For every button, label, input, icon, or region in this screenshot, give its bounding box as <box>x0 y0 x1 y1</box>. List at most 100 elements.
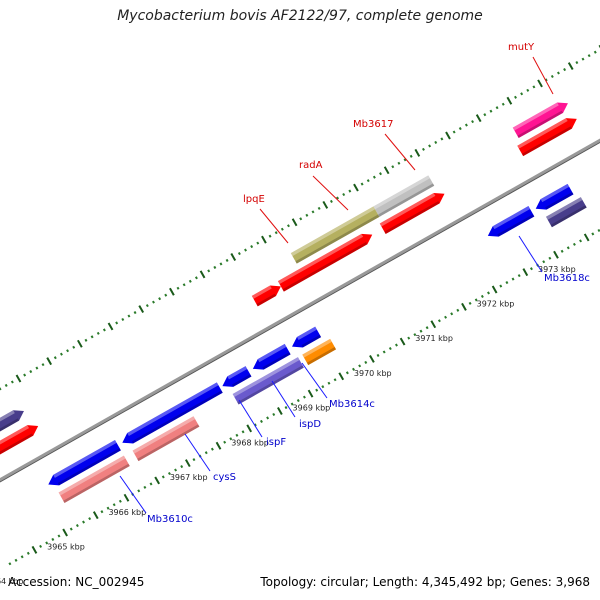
top-tick-rail-mark <box>550 74 554 79</box>
bottom-tick-rail-mark <box>529 267 533 271</box>
feature-shadow <box>301 334 322 348</box>
feature-shadow <box>306 347 337 366</box>
gene-block-reverse-blue <box>292 326 322 348</box>
bottom-tick-rail-mark <box>204 451 208 455</box>
feature-highlight <box>379 192 436 227</box>
accession-text: Accession: NC_002945 <box>8 575 145 589</box>
bottom-tick-rail-mark <box>229 437 233 441</box>
top-tick-rail-mark <box>169 287 175 296</box>
bottom-tick-rail-mark <box>333 378 337 382</box>
feature-body <box>251 285 281 307</box>
top-tick-rail-mark <box>274 231 278 235</box>
feature-body <box>379 192 445 234</box>
top-tick-rail-mark <box>35 366 39 370</box>
feature-highlight <box>290 206 376 257</box>
bottom-tick-rail-mark <box>321 385 325 389</box>
top-tick-rail-mark <box>532 85 536 89</box>
bottom-tick-rail-mark <box>553 250 559 259</box>
feature-body <box>535 183 574 210</box>
top-tick-rail-mark <box>29 370 33 374</box>
gene-label-Mb3617: Mb3617 <box>353 119 393 130</box>
gene-label-leader <box>184 433 211 472</box>
bottom-tick-rail-mark <box>277 407 283 415</box>
gene-block-forward-navy <box>0 410 24 432</box>
feature-highlight <box>0 425 30 445</box>
kbp-tick-label: 3969 kbp <box>293 404 331 413</box>
gene-label-lpqE: lpqE <box>243 194 265 205</box>
gene-label-ispF: ispF <box>266 437 286 448</box>
top-tick-rail-mark <box>207 269 211 273</box>
top-tick-rail-mark <box>458 127 462 131</box>
kbp-tick-label: 3967 kbp <box>170 473 208 482</box>
gene-label-cysS: cysS <box>213 472 236 483</box>
feature-highlight <box>127 382 219 436</box>
gene-block-reverse-blue <box>122 382 223 444</box>
top-tick-rail-mark <box>587 54 591 58</box>
feature-highlight <box>492 206 531 230</box>
top-tick-rail-mark <box>133 311 137 315</box>
top-tick-rail-mark <box>41 363 45 367</box>
gene-block-silver <box>373 175 435 217</box>
bottom-tick-rail-mark <box>69 527 73 531</box>
bottom-tick-rail-mark <box>505 281 509 285</box>
feature-body <box>232 357 304 405</box>
top-tick-rail-mark <box>66 349 70 353</box>
bottom-tick-rail-mark <box>307 389 314 398</box>
feature-body <box>517 118 577 157</box>
top-tick-rail-mark <box>434 140 438 144</box>
top-tick-rail-mark <box>46 357 53 366</box>
gene-block-cysS-pink <box>132 416 200 462</box>
top-tick-rail-mark <box>501 102 505 106</box>
top-tick-rail-mark <box>158 297 162 301</box>
feature-shadow <box>256 293 276 307</box>
bottom-tick-rail-mark <box>517 274 521 278</box>
top-tick-rail-mark <box>10 380 14 384</box>
bottom-tick-rail-mark <box>583 233 590 242</box>
feature-body <box>487 206 535 237</box>
gene-label-leader <box>518 235 543 273</box>
top-tick-rail-mark <box>379 172 382 176</box>
top-tick-rail-mark <box>397 161 401 165</box>
feature-highlight <box>540 183 570 203</box>
gene-block-ispD-orange <box>302 338 337 366</box>
gene-label-ispD: ispD <box>299 419 321 430</box>
bottom-tick-rail-mark <box>579 239 583 243</box>
top-tick-rail-mark <box>452 130 456 134</box>
gene-block-reverse-navy <box>545 197 587 228</box>
bottom-tick-rail-mark <box>284 405 288 410</box>
bottom-tick-rail-mark <box>461 302 467 311</box>
feature-shadow <box>384 201 440 234</box>
top-tick-rail-mark <box>188 279 192 283</box>
feature-body <box>277 233 373 292</box>
feature-shadow <box>0 433 34 455</box>
backbone-layer <box>0 138 600 483</box>
top-tick-rail-mark <box>299 217 303 221</box>
kbp-tick-label: 3964 kbp <box>0 577 23 586</box>
top-tick-rail-mark <box>495 106 499 110</box>
top-tick-rail-mark <box>317 206 321 210</box>
bottom-tick-rail-mark <box>358 364 362 368</box>
feature-highlight <box>302 338 332 358</box>
feature-shadow <box>378 183 435 217</box>
top-tick-rail-mark <box>526 88 530 92</box>
top-tick-rail-mark <box>342 192 346 197</box>
top-tick-rail-mark <box>520 92 524 96</box>
feature-highlight <box>232 357 300 397</box>
tick-layer <box>0 44 600 566</box>
gene-block-ispF-lavender <box>232 357 304 405</box>
bottom-tick-rail-mark <box>597 228 600 233</box>
feature-body <box>545 197 587 228</box>
bottom-tick-rail-mark <box>192 458 196 462</box>
bottom-tick-rail-mark <box>376 353 380 357</box>
bottom-tick-rail-mark <box>31 545 38 554</box>
bottom-tick-rail-mark <box>154 476 160 485</box>
top-tick-rail-mark <box>213 265 217 269</box>
top-tick-rail-mark <box>121 317 125 322</box>
feature-body <box>373 175 435 217</box>
feature-layer <box>0 102 587 503</box>
top-tick-rail-mark <box>414 148 421 157</box>
top-tick-rail-mark <box>90 335 94 339</box>
top-tick-rail-mark <box>176 286 180 290</box>
